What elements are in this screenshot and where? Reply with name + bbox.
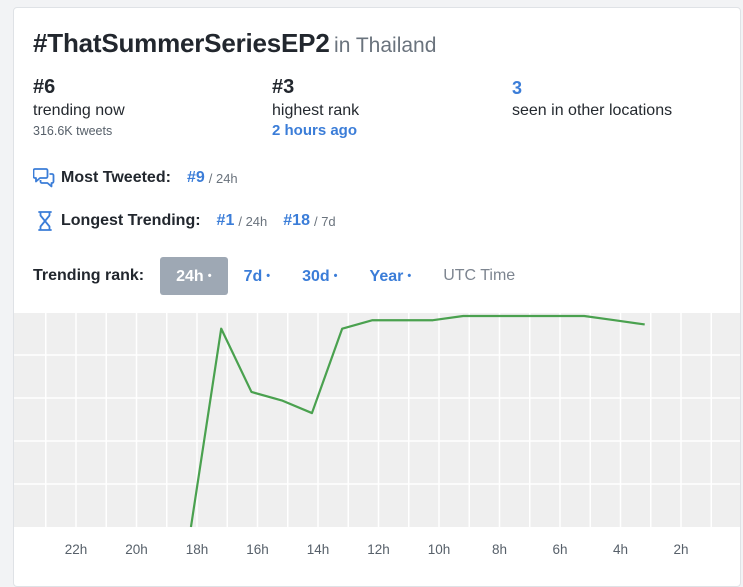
other-locations-count[interactable]: 3 (512, 78, 672, 99)
tab-24h-dot: • (208, 270, 212, 282)
x-tick-label: 14h (307, 542, 330, 557)
x-tick-label: 2h (673, 542, 688, 557)
tab-7d-dot: • (266, 270, 270, 282)
most-tweeted-label: Most Tweeted: (61, 169, 171, 187)
trend-card: #ThatSummerSeriesEP2 in Thailand #6 tren… (13, 7, 741, 587)
trending-rank-tabs: Trending rank: 24h• 7d• 30d• Year• UTC T… (33, 257, 531, 295)
speech-bubbles-icon (33, 167, 55, 189)
current-rank-stat: #6 trending now 316.6K tweets (33, 76, 125, 138)
most-tweeted-period: / 24h (209, 171, 238, 186)
x-tick-label: 22h (65, 542, 88, 557)
longest-trending-period-24h: / 24h (238, 214, 267, 229)
trending-rank-chart: 22h 20h 18h 16h 14h 12h 10h 8h 6h 4h 2h (14, 313, 741, 579)
longest-trending-rank-24h-link[interactable]: #1 (217, 212, 235, 230)
tab-7d-label: 7d (244, 268, 263, 285)
other-locations-stat: 3 seen in other locations (512, 78, 672, 120)
current-rank-label: trending now (33, 102, 125, 120)
x-tick-label: 16h (246, 542, 269, 557)
x-tick-label: 6h (552, 542, 567, 557)
trending-rank-label: Trending rank: (33, 267, 144, 285)
page-title: #ThatSummerSeriesEP2 in Thailand (33, 28, 436, 59)
highest-rank-label: highest rank (272, 102, 359, 120)
longest-trending-rank-7d-link[interactable]: #18 (283, 212, 310, 230)
x-tick-label: 4h (613, 542, 628, 557)
other-locations-label: seen in other locations (512, 102, 672, 120)
tab-30d[interactable]: 30d • (286, 257, 353, 295)
chart-x-axis: 22h 20h 18h 16h 14h 12h 10h 8h 6h 4h 2h (65, 542, 689, 557)
longest-trending-row: Longest Trending: #1 / 24h #18 / 7d (33, 210, 336, 232)
tab-year-label: Year (370, 268, 404, 285)
x-tick-label: 20h (125, 542, 148, 557)
tab-30d-dot: • (334, 270, 338, 282)
tweet-count: 316.6K tweets (33, 124, 125, 138)
highest-rank-time-link[interactable]: 2 hours ago (272, 122, 359, 139)
highest-rank-stat: #3 highest rank 2 hours ago (272, 76, 359, 139)
most-tweeted-rank-link[interactable]: #9 (187, 169, 205, 187)
x-tick-label: 12h (367, 542, 390, 557)
hourglass-icon (35, 210, 55, 232)
tab-30d-label: 30d (302, 268, 330, 285)
location-label: in Thailand (334, 34, 436, 57)
current-rank-value: #6 (33, 76, 125, 99)
tab-24h[interactable]: 24h • (160, 257, 227, 295)
tab-24h-label: 24h (176, 268, 204, 285)
utc-time-toggle[interactable]: UTC Time (427, 257, 531, 295)
longest-trending-period-7d: / 7d (314, 214, 336, 229)
highest-rank-value: #3 (272, 76, 359, 99)
tab-7d[interactable]: 7d• (228, 257, 287, 295)
longest-trending-label: Longest Trending: (61, 212, 201, 230)
tab-year-dot: • (407, 270, 411, 282)
chart-plot-area (14, 313, 741, 527)
most-tweeted-row: Most Tweeted: #9 / 24h (33, 167, 238, 189)
x-tick-label: 18h (186, 542, 209, 557)
x-tick-label: 10h (428, 542, 451, 557)
x-tick-label: 8h (492, 542, 507, 557)
tab-year[interactable]: Year• (354, 257, 428, 295)
hashtag-title[interactable]: #ThatSummerSeriesEP2 (33, 28, 330, 58)
